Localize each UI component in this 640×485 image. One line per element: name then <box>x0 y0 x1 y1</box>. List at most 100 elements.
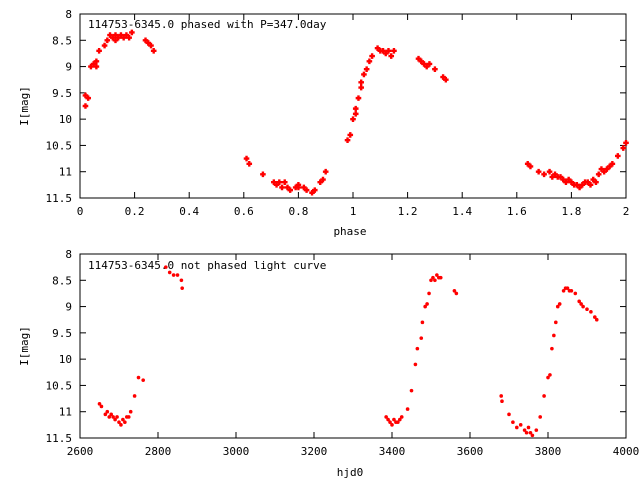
data-point <box>426 61 433 67</box>
data-point <box>557 302 562 306</box>
data-point <box>350 116 356 122</box>
plot-frame <box>79 253 627 439</box>
data-point <box>104 37 111 44</box>
data-point <box>303 187 310 193</box>
unphased-light-curve-panel: 114753-6345.0 not phased light curve hjd… <box>18 248 639 479</box>
data-point <box>431 275 435 280</box>
data-point <box>546 375 550 380</box>
data-point <box>515 425 519 430</box>
data-point <box>423 304 427 309</box>
data-point <box>246 161 253 167</box>
data-point <box>609 161 616 167</box>
data-point <box>276 179 283 186</box>
data-point <box>117 420 121 425</box>
data-point <box>164 265 168 269</box>
x-axis-label: phase <box>333 225 366 238</box>
data-point <box>150 48 157 54</box>
x-tick-label: 1.2 <box>398 205 418 218</box>
x-tick-label: 3600 <box>457 445 484 458</box>
x-tick-label: 1.8 <box>561 205 581 218</box>
data-point <box>128 409 133 414</box>
y-axis-label: I[mag] <box>18 86 31 126</box>
data-point <box>595 171 602 178</box>
data-point <box>526 425 531 430</box>
data-point <box>344 137 351 143</box>
data-point <box>136 375 141 380</box>
data-point <box>99 404 104 409</box>
data-point <box>97 402 102 406</box>
data-point <box>385 48 392 54</box>
data-point <box>565 286 570 290</box>
chart-title: 114753-6345.0 not phased light curve <box>88 259 326 272</box>
data-point <box>180 286 184 290</box>
data-point <box>287 187 294 193</box>
data-point <box>279 184 285 191</box>
data-point <box>507 412 511 417</box>
y-tick-label: 9 <box>65 301 72 314</box>
y-tick-label: 9.5 <box>52 87 72 100</box>
x-tick-label: 3200 <box>301 445 328 458</box>
data-point <box>433 278 437 283</box>
data-point <box>322 168 329 175</box>
data-point <box>555 304 560 309</box>
data-point <box>499 394 504 398</box>
y-tick-label: 9.5 <box>52 327 72 340</box>
data-point <box>107 415 112 419</box>
data-point <box>355 95 362 101</box>
x-tick-label: 3400 <box>379 445 406 458</box>
y-tick-label: 11 <box>59 406 72 419</box>
y-tick-label: 9 <box>65 61 72 74</box>
x-axis-label: hjd0 <box>337 466 364 479</box>
plot-frame <box>79 13 627 199</box>
data-point <box>101 42 108 49</box>
data-point <box>179 278 184 283</box>
y-tick-label: 10 <box>59 353 72 366</box>
data-point <box>260 171 266 178</box>
x-tick-label: 3000 <box>223 445 250 458</box>
data-point <box>129 29 135 36</box>
data-point <box>361 71 367 78</box>
x-tick-label: 1.4 <box>452 205 472 218</box>
data-point <box>352 111 359 117</box>
y-tick-label: 11.5 <box>46 192 73 205</box>
data-point <box>593 179 599 186</box>
data-point <box>620 145 627 151</box>
data-point <box>388 420 392 425</box>
data-point <box>295 182 302 188</box>
data-point <box>123 420 127 425</box>
data-point <box>585 307 589 312</box>
data-point <box>579 302 583 306</box>
data-point <box>352 105 359 112</box>
data-point <box>546 168 553 175</box>
data-point <box>105 409 110 414</box>
data-point <box>518 423 523 427</box>
data-point <box>369 53 375 59</box>
data-point <box>435 273 439 277</box>
data-point <box>535 168 542 175</box>
data-point <box>452 289 457 293</box>
phased-light-curve-panel: 114753-6345.0 phased with P=347.0day pha… <box>18 8 629 238</box>
data-point <box>121 417 125 422</box>
data-point <box>593 315 597 319</box>
data-point <box>126 34 132 41</box>
x-tick-label: 1 <box>350 205 357 218</box>
data-point <box>243 155 250 162</box>
data-point <box>419 336 424 340</box>
data-point <box>429 278 433 283</box>
data-point <box>119 423 123 427</box>
data-point <box>85 95 91 101</box>
data-point <box>126 415 131 419</box>
data-point <box>577 299 581 304</box>
y-tick-label: 11 <box>59 166 72 179</box>
data-point <box>541 171 547 178</box>
data-point <box>175 273 180 277</box>
x-tick-label: 2600 <box>67 445 94 458</box>
x-tick-label: 0 <box>77 205 84 218</box>
data-point <box>522 428 527 432</box>
data-point <box>132 394 137 398</box>
data-point <box>363 66 370 72</box>
y-tick-label: 8 <box>65 8 72 21</box>
data-point <box>454 291 459 296</box>
data-point <box>587 182 594 188</box>
